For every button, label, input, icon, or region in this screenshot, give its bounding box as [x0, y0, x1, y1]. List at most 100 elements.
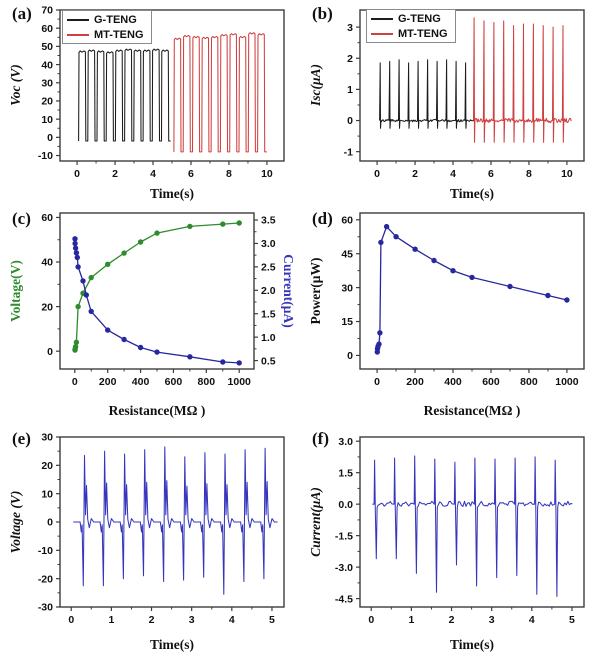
legend-entry-g-teng: G-TENG: [371, 11, 448, 26]
svg-text:0: 0: [347, 115, 353, 127]
svg-text:1: 1: [347, 84, 353, 96]
svg-text:-10: -10: [38, 150, 53, 162]
svg-text:10: 10: [561, 168, 573, 180]
panel-c-y2label: Current(μA): [281, 254, 296, 328]
panel-f: 0 1 2 3 4 5 -4.5 -3.0 -1.5 0.0 1.5 3.0 (f) Time(s) …: [300, 425, 600, 657]
svg-text:70: 70: [41, 5, 53, 17]
legend-label-g-teng: G-TENG: [94, 13, 137, 26]
panel-c-letter: (c): [12, 209, 31, 228]
svg-text:3.5: 3.5: [261, 215, 276, 227]
svg-text:2.5: 2.5: [261, 262, 276, 274]
legend-line-red: [371, 32, 393, 35]
svg-text:0.5: 0.5: [261, 355, 276, 367]
panel-f-letter: (f): [312, 429, 329, 448]
panel-c-xlabel: Resistance(MΩ ): [108, 403, 206, 418]
svg-text:6: 6: [188, 168, 194, 180]
svg-text:30: 30: [41, 77, 53, 89]
panel-a-letter: (a): [12, 4, 32, 23]
svg-text:400: 400: [132, 376, 150, 388]
legend-line-black: [67, 18, 89, 21]
svg-text:-1: -1: [344, 146, 353, 158]
svg-text:2: 2: [412, 168, 418, 180]
svg-text:10: 10: [41, 488, 53, 500]
svg-text:800: 800: [520, 376, 538, 388]
panel-c: 0 200 400 600 800 1000 0 20 40 60 0.5 1.0 1.5 2.0 2.5 3…: [0, 205, 300, 425]
svg-text:2: 2: [149, 614, 155, 626]
svg-text:4: 4: [150, 168, 156, 180]
svg-text:-10: -10: [38, 545, 53, 557]
legend-label-mt-teng: MT-TENG: [398, 27, 448, 40]
svg-text:5: 5: [269, 614, 275, 626]
svg-text:3.0: 3.0: [338, 436, 353, 448]
svg-text:40: 40: [41, 59, 53, 71]
svg-text:60: 60: [341, 214, 353, 226]
svg-text:1.0: 1.0: [261, 332, 276, 344]
panel-b: 0 2 4 6 8 10 -1 0 1 2 3 (b) G-TENG MT-TENG Time(s)…: [300, 0, 600, 205]
svg-text:30: 30: [341, 282, 353, 294]
panel-b-plot: 0 2 4 6 8 10 -1 0 1 2 3: [344, 9, 585, 180]
panel-f-xlabel: Time(s): [450, 637, 494, 652]
panel-c-ylabel: Voltage(V): [8, 260, 23, 322]
svg-text:4: 4: [529, 614, 535, 626]
svg-text:8: 8: [226, 168, 232, 180]
svg-text:5: 5: [569, 614, 575, 626]
svg-text:8: 8: [526, 168, 532, 180]
svg-text:200: 200: [99, 376, 117, 388]
svg-text:3: 3: [189, 614, 195, 626]
svg-text:1000: 1000: [228, 376, 252, 388]
svg-text:60: 60: [41, 23, 53, 35]
panel-e-letter: (e): [12, 429, 31, 448]
svg-text:600: 600: [482, 376, 500, 388]
svg-text:20: 20: [41, 301, 53, 313]
svg-text:1: 1: [408, 614, 414, 626]
svg-text:200: 200: [406, 376, 424, 388]
svg-text:-30: -30: [38, 602, 53, 614]
panel-a-xlabel: Time(s): [150, 186, 194, 201]
svg-text:2: 2: [112, 168, 118, 180]
svg-text:1.5: 1.5: [338, 467, 353, 479]
svg-text:0: 0: [374, 168, 380, 180]
legend-entry-g-teng: G-TENG: [67, 12, 144, 27]
svg-text:0: 0: [368, 614, 374, 626]
svg-text:6: 6: [488, 168, 494, 180]
svg-text:0: 0: [72, 376, 78, 388]
panel-c-plot: 0 200 400 600 800 1000 0 20 40 60 0.5 1.0 1.5 2.0 2.5 3…: [41, 212, 276, 388]
svg-text:-4.5: -4.5: [335, 593, 353, 605]
panel-e: 0 1 2 3 4 5 -30 -20 -10 0 10 20 30 (e) Time(s) Volta…: [0, 425, 300, 657]
svg-text:4: 4: [229, 614, 235, 626]
svg-text:40: 40: [41, 257, 53, 269]
panel-d-letter: (d): [312, 209, 333, 228]
svg-text:3: 3: [347, 22, 353, 34]
svg-text:2.0: 2.0: [261, 285, 276, 297]
panel-d: 0 200 400 600 800 1000 0 15 30 45 60 (d) Resistanc…: [300, 205, 600, 425]
svg-text:4: 4: [450, 168, 456, 180]
legend-label-mt-teng: MT-TENG: [94, 28, 144, 41]
svg-text:10: 10: [41, 114, 53, 126]
svg-text:1: 1: [108, 614, 114, 626]
svg-text:2: 2: [449, 614, 455, 626]
svg-text:2: 2: [347, 53, 353, 65]
panel-f-plot: 0 1 2 3 4 5 -4.5 -3.0 -1.5 0.0 1.5 3.0: [335, 436, 585, 626]
svg-text:0: 0: [347, 350, 353, 362]
svg-text:-20: -20: [38, 573, 53, 585]
panel-a-ylabel: Voc (V): [8, 64, 23, 106]
svg-text:3.0: 3.0: [261, 238, 276, 250]
panel-b-xlabel: Time(s): [450, 186, 494, 201]
svg-text:0: 0: [74, 168, 80, 180]
panel-e-xlabel: Time(s): [150, 637, 194, 652]
svg-text:-1.5: -1.5: [335, 530, 353, 542]
svg-text:1.5: 1.5: [261, 308, 276, 320]
panel-b-legend: G-TENG MT-TENG: [366, 9, 456, 43]
legend-label-g-teng: G-TENG: [398, 12, 441, 25]
svg-text:600: 600: [165, 376, 183, 388]
legend-entry-mt-teng: MT-TENG: [67, 27, 144, 42]
svg-text:1000: 1000: [555, 376, 579, 388]
svg-text:0: 0: [68, 614, 74, 626]
svg-text:20: 20: [41, 460, 53, 472]
svg-text:800: 800: [198, 376, 216, 388]
legend-line-black: [371, 17, 393, 20]
svg-text:10: 10: [261, 168, 273, 180]
panel-e-plot: 0 1 2 3 4 5 -30 -20 -10 0 10 20 30: [38, 432, 285, 626]
panel-a-legend: G-TENG MT-TENG: [62, 10, 152, 44]
